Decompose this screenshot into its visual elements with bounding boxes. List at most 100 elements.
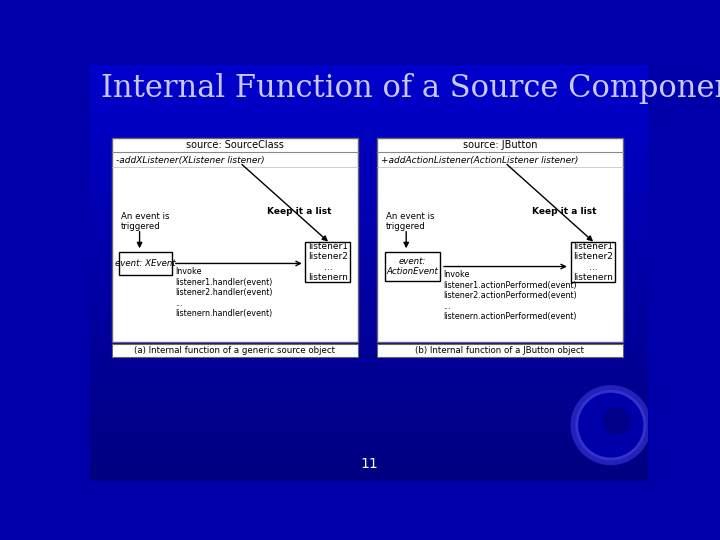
Bar — [90, 267, 648, 268]
Bar — [90, 282, 648, 283]
Bar — [90, 412, 648, 413]
Bar — [90, 309, 648, 310]
Text: Keep it a list: Keep it a list — [266, 207, 331, 216]
Bar — [90, 293, 648, 294]
Bar — [90, 214, 648, 215]
Bar — [120, 252, 172, 275]
Bar — [90, 222, 648, 224]
Bar — [90, 130, 648, 131]
Bar — [90, 247, 648, 248]
Text: -addXListener(XListener listener): -addXListener(XListener listener) — [116, 156, 264, 165]
Bar — [90, 462, 648, 463]
Bar — [90, 434, 648, 435]
Bar — [90, 173, 648, 174]
Bar — [90, 284, 648, 285]
Text: event:
ActionEvent: event: ActionEvent — [387, 257, 438, 276]
Bar — [90, 417, 648, 418]
Bar — [90, 308, 648, 309]
Bar — [90, 92, 648, 93]
Bar — [90, 386, 648, 387]
Bar — [90, 139, 648, 140]
Bar — [90, 161, 648, 162]
Bar — [90, 245, 648, 246]
Bar — [90, 480, 648, 481]
Bar — [90, 69, 648, 70]
Bar — [90, 299, 648, 300]
Bar — [90, 453, 648, 454]
Bar — [90, 254, 648, 255]
Bar — [90, 396, 648, 397]
Bar — [90, 428, 648, 429]
Bar — [90, 132, 648, 133]
Bar — [90, 72, 648, 73]
Bar — [90, 191, 648, 192]
Bar — [90, 389, 648, 390]
Bar — [90, 374, 648, 375]
Bar — [90, 135, 648, 136]
Bar — [90, 225, 648, 226]
Bar — [90, 68, 648, 69]
Bar — [90, 458, 648, 459]
Bar — [90, 375, 648, 376]
Bar — [90, 121, 648, 122]
Bar — [90, 208, 648, 209]
Bar — [90, 357, 648, 358]
Bar — [90, 261, 648, 262]
Bar — [90, 470, 648, 471]
Bar — [90, 73, 648, 74]
Bar — [90, 215, 648, 217]
Bar — [90, 200, 648, 201]
Bar — [90, 212, 648, 213]
Bar — [90, 248, 648, 249]
Bar — [90, 466, 648, 467]
Bar — [90, 279, 648, 280]
Bar — [90, 186, 648, 187]
Bar — [90, 272, 648, 273]
Bar — [90, 240, 648, 241]
Bar — [90, 287, 648, 288]
Bar — [90, 424, 648, 425]
Bar — [90, 269, 648, 271]
Bar — [90, 338, 648, 339]
Bar — [90, 112, 648, 113]
Bar — [90, 242, 648, 244]
Bar — [90, 478, 648, 479]
Bar — [90, 414, 648, 415]
Bar — [90, 122, 648, 123]
Bar — [90, 100, 648, 101]
Bar — [90, 231, 648, 232]
Bar — [90, 103, 648, 104]
Bar — [90, 298, 648, 299]
Bar — [90, 128, 648, 129]
Bar — [305, 242, 351, 282]
Bar — [90, 182, 648, 183]
Bar — [90, 419, 648, 420]
Bar — [90, 140, 648, 141]
Bar — [90, 157, 648, 158]
Bar — [90, 406, 648, 407]
Bar — [90, 66, 648, 67]
Bar — [90, 368, 648, 369]
Bar — [90, 75, 648, 76]
Bar — [90, 185, 648, 186]
Bar — [90, 154, 648, 155]
Bar — [90, 258, 648, 259]
Bar — [90, 273, 648, 274]
Bar — [90, 352, 648, 353]
Bar — [90, 394, 648, 395]
Bar — [90, 426, 648, 427]
Bar — [90, 142, 648, 143]
Bar — [90, 358, 648, 359]
Bar — [90, 105, 648, 106]
Bar — [90, 99, 648, 100]
Bar — [90, 117, 648, 118]
Bar — [90, 192, 648, 193]
Bar — [90, 450, 648, 451]
Bar — [384, 252, 441, 281]
Bar — [90, 413, 648, 414]
Bar — [90, 213, 648, 214]
Bar — [90, 93, 648, 94]
Bar — [90, 84, 648, 85]
Circle shape — [570, 385, 651, 465]
Bar — [90, 323, 648, 325]
